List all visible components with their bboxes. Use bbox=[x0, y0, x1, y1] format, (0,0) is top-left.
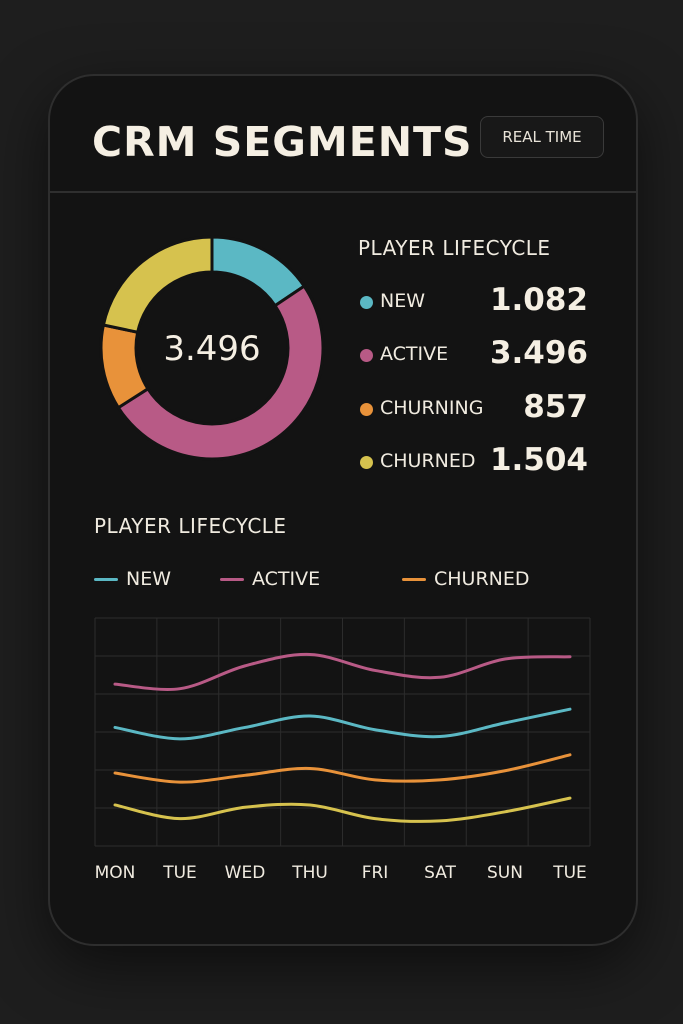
churning-dot-icon bbox=[360, 403, 373, 416]
active-line-swatch-icon bbox=[220, 577, 244, 581]
line-legend-label-churned: CHURNED bbox=[434, 568, 530, 590]
header-divider bbox=[50, 191, 636, 193]
series-line-new bbox=[113, 707, 572, 741]
donut-slice-active bbox=[116, 284, 325, 461]
line-legend-label-active: ACTIVE bbox=[252, 568, 321, 590]
x-tick-label: THU bbox=[291, 863, 328, 883]
churned-line-swatch-icon bbox=[402, 577, 426, 581]
active-dot-icon bbox=[360, 349, 373, 362]
real-time-button[interactable]: REAL TIME bbox=[480, 116, 604, 158]
legend-value-churning: 857 bbox=[523, 389, 588, 425]
churned-dot-icon bbox=[360, 456, 373, 469]
legend-value-churned: 1.504 bbox=[489, 442, 588, 478]
x-tick-label: MON bbox=[95, 863, 136, 883]
series-line-series-4 bbox=[113, 796, 572, 823]
legend-label-churned: CHURNED bbox=[380, 450, 476, 472]
legend-item-churning: CHURNING 857 bbox=[358, 389, 588, 429]
legend-value-active: 3.496 bbox=[489, 335, 588, 371]
line-chart-title: PLAYER LIFECYCLE bbox=[94, 514, 287, 538]
crm-segments-card: CRM SEGMENTS REAL TIME 3.496 PLAYER LIFE… bbox=[48, 74, 638, 946]
x-tick-label: SAT bbox=[424, 863, 456, 883]
line-legend-active: ACTIVE bbox=[220, 568, 320, 594]
donut-slice-churned bbox=[101, 235, 214, 335]
x-tick-label: TUE bbox=[162, 863, 197, 883]
line-legend-new: NEW bbox=[94, 568, 171, 594]
donut-legend-title: PLAYER LIFECYCLE bbox=[358, 236, 551, 260]
legend-label-active: ACTIVE bbox=[380, 343, 449, 365]
series-line-active bbox=[113, 652, 572, 691]
x-tick-label: TUE bbox=[552, 863, 587, 883]
x-tick-label: WED bbox=[225, 863, 266, 883]
x-tick-label: SUN bbox=[487, 863, 523, 883]
legend-value-new: 1.082 bbox=[489, 282, 588, 318]
legend-label-new: NEW bbox=[380, 290, 426, 312]
legend-label-churning: CHURNING bbox=[380, 397, 484, 419]
legend-item-churned: CHURNED 1.504 bbox=[358, 442, 588, 482]
line-legend-label-new: NEW bbox=[126, 568, 172, 590]
lifecycle-donut-chart: 3.496 bbox=[99, 235, 325, 461]
legend-item-active: ACTIVE 3.496 bbox=[358, 335, 588, 375]
x-tick-label: FRI bbox=[362, 863, 389, 883]
new-dot-icon bbox=[360, 296, 373, 309]
series-line-churned bbox=[113, 753, 572, 784]
line-legend-churned: CHURNED bbox=[402, 568, 530, 594]
page-title: CRM SEGMENTS bbox=[92, 118, 473, 166]
donut-center-value: 3.496 bbox=[163, 329, 260, 369]
legend-item-new: NEW 1.082 bbox=[358, 282, 588, 322]
new-line-swatch-icon bbox=[94, 577, 118, 581]
